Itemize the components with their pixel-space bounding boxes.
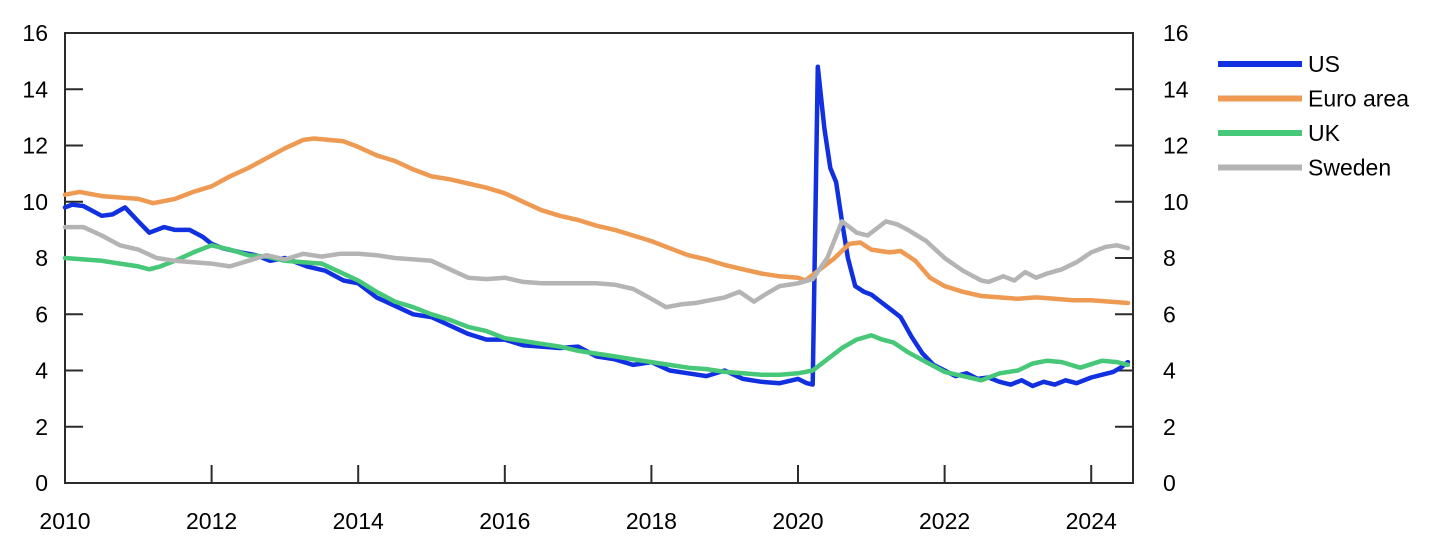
- x-axis-label: 2014: [333, 508, 384, 534]
- y-axis-label-right: 16: [1163, 20, 1189, 46]
- y-axis-label-left: 4: [35, 358, 48, 384]
- y-axis-label-left: 12: [22, 133, 48, 159]
- y-axis-label-left: 10: [22, 189, 48, 215]
- y-axis-label-right: 12: [1163, 133, 1189, 159]
- x-axis-label: 2022: [919, 508, 970, 534]
- plot-frame: [64, 32, 1134, 484]
- x-axis-label: 2020: [772, 508, 823, 534]
- series-line-uk: [62, 243, 1131, 383]
- y-axis-label-left: 14: [22, 76, 48, 102]
- x-axis-label: 2016: [479, 508, 530, 534]
- x-axis-label: 2024: [1066, 508, 1117, 534]
- y-axis-label-right: 8: [1163, 245, 1176, 271]
- y-axis-label-left: 0: [35, 470, 48, 496]
- y-axis-label-right: 2: [1163, 414, 1176, 440]
- y-axis-label-right: 10: [1163, 189, 1189, 215]
- y-axis-label-right: 4: [1163, 358, 1176, 384]
- legend-label-uk: UK: [1308, 120, 1341, 146]
- legend-label-euro-area: Euro area: [1308, 86, 1409, 112]
- y-axis-label-right: 14: [1163, 76, 1189, 102]
- y-axis-label-left: 2: [35, 414, 48, 440]
- y-axis-label-right: 6: [1163, 301, 1176, 327]
- series-line-euro-area: [62, 136, 1131, 306]
- legend-label-us: US: [1308, 51, 1340, 77]
- y-axis-label-right: 0: [1163, 470, 1176, 496]
- y-axis-label-left: 6: [35, 301, 48, 327]
- x-axis-label: 2012: [186, 508, 237, 534]
- y-axis-label-left: 8: [35, 245, 48, 271]
- x-axis-label: 2018: [626, 508, 677, 534]
- y-axis-label-left: 16: [22, 20, 48, 46]
- x-axis-label: 2010: [39, 508, 90, 534]
- legend-label-sweden: Sweden: [1308, 155, 1391, 181]
- series-line-sweden: [62, 219, 1131, 310]
